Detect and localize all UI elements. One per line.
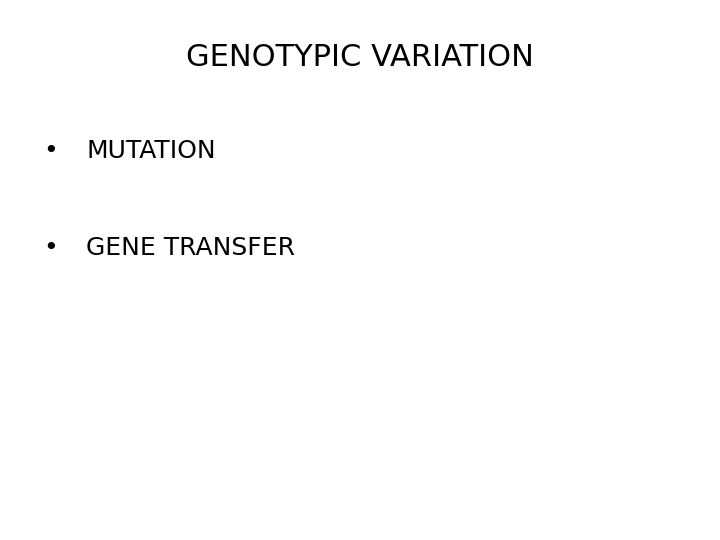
Text: GENE TRANSFER: GENE TRANSFER: [86, 237, 295, 260]
Text: •: •: [43, 237, 58, 260]
Text: GENOTYPIC VARIATION: GENOTYPIC VARIATION: [186, 43, 534, 72]
Text: MUTATION: MUTATION: [86, 139, 216, 163]
Text: •: •: [43, 139, 58, 163]
